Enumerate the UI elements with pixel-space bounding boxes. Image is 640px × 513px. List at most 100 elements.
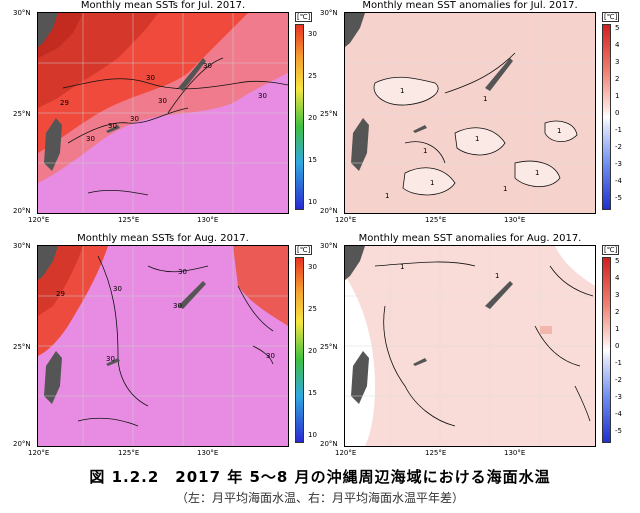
colorbar-unit: [℃] (602, 12, 620, 22)
sst-colorbar (295, 24, 304, 210)
lat-label: 25°N (320, 110, 338, 118)
lon-label: 120°E (28, 449, 50, 457)
figure-caption: 図 1.2.2 2017 年 5～8 月の沖縄周辺海域における海面水温 (89, 468, 551, 486)
colorbar-unit: [℃] (295, 12, 313, 22)
sst-map-aug: 29 30 30 30 30 30 (37, 245, 289, 447)
contour-label: 1 (400, 263, 404, 271)
lat-label: 30°N (320, 242, 338, 250)
contour-label: 30 (258, 92, 267, 100)
contour-label: 30 (173, 302, 182, 310)
contour-label: 29 (60, 99, 69, 107)
contour-label: 29 (56, 290, 65, 298)
colorbar-tick: 25 (308, 72, 317, 80)
lat-label: 20°N (320, 440, 338, 448)
colorbar-tick: 0 (615, 342, 620, 350)
colorbar-tick: 20 (308, 114, 317, 122)
contour-label: 1 (400, 87, 404, 95)
lat-label: 25°N (13, 343, 31, 351)
contour-label: 1 (430, 179, 434, 187)
colorbar-tick: 30 (308, 30, 317, 38)
colorbar-tick: 15 (308, 156, 317, 164)
lon-label: 120°E (28, 216, 50, 224)
sst-map-jul: 29 30 30 30 30 30 30 30 (37, 12, 289, 214)
colorbar-tick: 5 (615, 257, 620, 265)
colorbar-tick: 10 (308, 431, 317, 439)
contour-label: 1 (423, 147, 427, 155)
anomaly-colorbar (602, 24, 611, 210)
lat-label: 30°N (13, 242, 31, 250)
colorbar-tick: -2 (615, 376, 622, 384)
colorbar-tick: -3 (615, 393, 622, 401)
lat-label: 20°N (13, 207, 31, 215)
colorbar-tick: 3 (615, 58, 620, 66)
contour-label: 30 (113, 285, 122, 293)
contour-label: 1 (483, 95, 487, 103)
contour-label: 1 (557, 127, 561, 135)
colorbar-tick: 25 (308, 305, 317, 313)
colorbar-tick: 4 (615, 274, 620, 282)
panel-title: Monthly mean SST anomalies for Aug. 2017… (358, 233, 582, 244)
colorbar-unit: [℃] (602, 245, 620, 255)
colorbar-tick: 4 (615, 41, 620, 49)
colorbar-tick: 10 (308, 198, 317, 206)
lat-label: 20°N (13, 440, 31, 448)
colorbar-tick: 2 (615, 75, 620, 83)
colorbar-tick: -3 (615, 160, 622, 168)
contour-label: 30 (108, 122, 117, 130)
contour-label: 1 (385, 192, 389, 200)
lat-label: 20°N (320, 207, 338, 215)
colorbar-tick: 1 (615, 325, 620, 333)
panel-title: Monthly mean SST anomalies for Jul. 2017… (362, 0, 578, 11)
colorbar-tick: 30 (308, 263, 317, 271)
colorbar-tick: 0 (615, 109, 620, 117)
colorbar-tick: 15 (308, 389, 317, 397)
lon-label: 120°E (335, 449, 357, 457)
colorbar-tick: -2 (615, 143, 622, 151)
anomaly-colorbar (602, 257, 611, 443)
contour-label: 30 (86, 135, 95, 143)
lat-label: 25°N (320, 343, 338, 351)
taiwan-landmass (44, 118, 62, 171)
lon-label: 130°E (504, 216, 526, 224)
lat-label: 30°N (320, 9, 338, 17)
contour-label: 30 (203, 62, 212, 70)
lon-label: 125°E (118, 449, 140, 457)
lon-label: 130°E (197, 216, 219, 224)
contour-label: 30 (146, 74, 155, 82)
contour-label: 1 (475, 135, 479, 143)
anom-map-jul: 1 1 1 1 1 1 1 1 1 (344, 12, 596, 214)
contour-label: 1 (535, 169, 539, 177)
colorbar-tick: -1 (615, 126, 622, 134)
colorbar-tick: 5 (615, 24, 620, 32)
contour-label: 30 (130, 115, 139, 123)
contour-label: 1 (495, 272, 499, 280)
lon-label: 125°E (425, 449, 447, 457)
colorbar-tick: -5 (615, 194, 622, 202)
contour-label: 30 (266, 352, 275, 360)
lat-label: 30°N (13, 9, 31, 17)
colorbar-tick: 3 (615, 291, 620, 299)
colorbar-tick: 1 (615, 92, 620, 100)
colorbar-tick: -4 (615, 177, 622, 185)
lon-label: 120°E (335, 216, 357, 224)
colorbar-tick: 20 (308, 347, 317, 355)
colorbar-tick: 2 (615, 308, 620, 316)
lon-label: 130°E (504, 449, 526, 457)
colorbar-tick: -5 (615, 427, 622, 435)
contour-label: 30 (158, 97, 167, 105)
colorbar-tick: -1 (615, 359, 622, 367)
lon-label: 125°E (118, 216, 140, 224)
contour-label: 1 (503, 185, 507, 193)
panel-title: Monthly mean SSTs for Jul. 2017. (80, 0, 246, 11)
colorbar-tick: -4 (615, 410, 622, 418)
anom-map-aug: 1 1 (344, 245, 596, 447)
sst-colorbar (295, 257, 304, 443)
lat-label: 25°N (13, 110, 31, 118)
lon-label: 125°E (425, 216, 447, 224)
contour-label: 30 (106, 355, 115, 363)
lon-label: 130°E (197, 449, 219, 457)
colorbar-unit: [℃] (295, 245, 313, 255)
contour-label: 30 (178, 268, 187, 276)
figure-subcaption: （左：月平均海面水温、右：月平均海面水温平年差） (175, 491, 464, 505)
panel-title: Monthly mean SSTs for Aug. 2017. (77, 233, 249, 244)
